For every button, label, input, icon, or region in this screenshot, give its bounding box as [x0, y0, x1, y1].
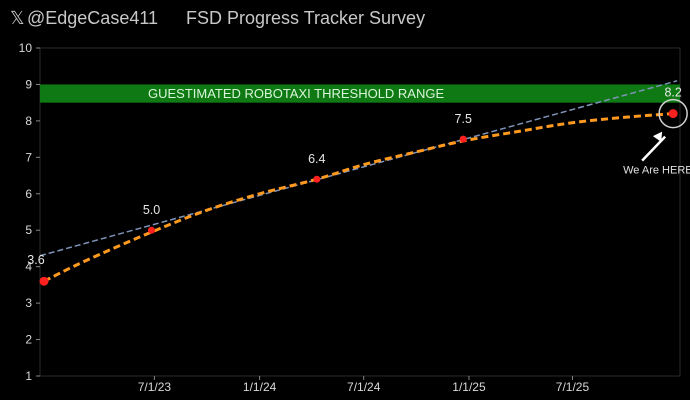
data-label: 5.0 — [143, 203, 160, 217]
data-label: 6.4 — [308, 152, 325, 166]
data-label: 3.6 — [27, 253, 44, 267]
data-point — [459, 135, 467, 143]
x-tick-label: 1/1/24 — [243, 380, 277, 394]
y-tick-label: 7 — [25, 150, 32, 164]
chart-title: FSD Progress Tracker Survey — [186, 8, 425, 28]
x-axis: 7/1/23 1/1/24 7/1/24 1/1/25 7/1/25 — [138, 376, 590, 394]
y-tick-label: 4 — [25, 260, 32, 274]
threshold-band-label: GUESTIMATED ROBOTAXI THRESHOLD RANGE — [148, 86, 444, 101]
y-tick-label: 6 — [25, 187, 32, 201]
polynomial-trendline — [43, 112, 674, 283]
y-tick-label: 2 — [25, 333, 32, 347]
here-arrow-head — [652, 131, 663, 142]
x-tick-label: 7/1/24 — [347, 380, 381, 394]
here-annotation-label: We Are HERE — [623, 165, 690, 177]
here-arrow — [641, 135, 667, 162]
data-point — [668, 109, 678, 119]
x-tick-label: 1/1/25 — [452, 380, 486, 394]
y-tick-label: 9 — [25, 77, 32, 91]
data-label: 7.5 — [455, 112, 472, 126]
x-tick-label: 7/1/23 — [138, 380, 172, 394]
data-label: 8.2 — [664, 86, 681, 100]
linear-trendline — [39, 80, 678, 257]
y-tick-label: 3 — [25, 296, 32, 310]
data-point — [313, 175, 321, 183]
data-points: 3.6 5.0 6.4 7.5 8.2 — [27, 86, 682, 286]
data-point — [148, 226, 156, 234]
data-point — [39, 276, 49, 286]
y-tick-label: 1 — [25, 369, 32, 383]
threshold-band — [40, 84, 680, 103]
x-logo: 𝕏 — [10, 8, 25, 28]
y-axis: 1 2 3 4 5 6 7 8 9 10 — [19, 41, 40, 383]
x-tick-label: 7/1/25 — [556, 380, 590, 394]
here-highlight-circle — [658, 98, 688, 129]
y-tick-label: 10 — [19, 41, 33, 55]
y-tick-label: 8 — [25, 114, 32, 128]
author-handle: @EdgeCase411 — [27, 8, 158, 28]
y-tick-label: 5 — [25, 223, 32, 237]
